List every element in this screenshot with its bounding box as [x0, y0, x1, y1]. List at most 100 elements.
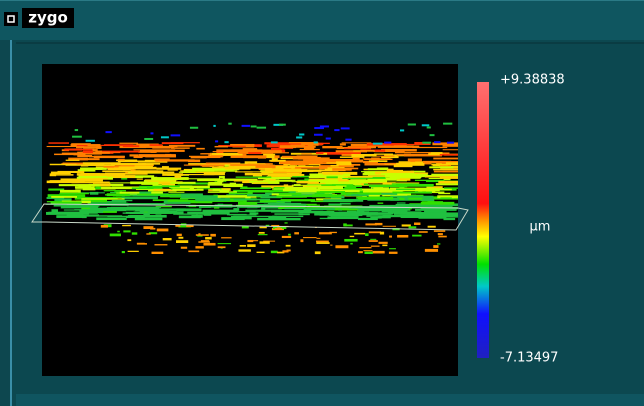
surface-streak [315, 251, 321, 254]
surface-streak [422, 142, 431, 144]
surface-streak [89, 199, 107, 202]
surface-streak [280, 145, 296, 148]
surface-streak [248, 152, 261, 154]
surface-streak [249, 181, 279, 183]
surface-streak [385, 175, 410, 178]
surface-streak [341, 127, 350, 129]
surface-streak [389, 248, 396, 249]
surface-streak [326, 176, 337, 178]
surface-streak [364, 252, 372, 254]
color-scale [477, 82, 489, 358]
surface-streak [214, 207, 219, 208]
surface-streak [440, 154, 458, 155]
surface-streak [369, 231, 381, 233]
surface-streak [198, 241, 210, 242]
surface-streak [431, 174, 458, 177]
surface-streak [111, 207, 139, 210]
surface-streak [340, 156, 364, 158]
surface-streak [233, 199, 270, 201]
surface-streak [54, 198, 71, 201]
surface-streak [230, 144, 254, 146]
surface-streak [395, 152, 431, 153]
surface-streak [350, 236, 355, 237]
surface-streak [415, 209, 457, 211]
surface-streak [138, 208, 160, 210]
surface-streak [298, 166, 305, 167]
surface-streak [373, 251, 385, 254]
surface-streak [152, 150, 184, 152]
surface-streak [48, 142, 69, 143]
surface-streak [354, 233, 365, 235]
surface-streak [223, 185, 242, 187]
surface-streak [83, 162, 121, 164]
surface-streak [365, 233, 368, 236]
surface-streak [135, 218, 163, 221]
surface-streak [231, 149, 262, 151]
surface-streak [419, 231, 428, 233]
surface-streak [156, 168, 181, 170]
surface-streak [132, 232, 137, 234]
surface-streak [56, 215, 84, 218]
surface-streak [132, 187, 150, 189]
surface-streak [302, 195, 338, 197]
surface-streak [213, 125, 215, 127]
surface-streak [86, 140, 95, 142]
surface-streak [344, 148, 371, 149]
surface-streak [119, 143, 138, 144]
panel-bottom [16, 394, 644, 406]
surface-streak [346, 195, 367, 196]
surface-streak [154, 244, 167, 245]
surface-streak [178, 237, 183, 239]
surface-streak [381, 173, 415, 175]
surface-streak [171, 134, 181, 136]
surface-streak [314, 141, 318, 143]
surface-streak [64, 212, 81, 214]
surface-streak [60, 190, 81, 193]
surface-streak [259, 227, 266, 229]
surface-streak [233, 208, 239, 211]
surface-streak [437, 243, 440, 244]
surface-streak [427, 126, 431, 128]
surface-streak [205, 237, 212, 239]
surface-streak [433, 169, 458, 171]
surface-streak [104, 190, 126, 191]
surface-streak [271, 141, 278, 143]
surface-streak [247, 194, 269, 196]
surface-streak [336, 161, 351, 163]
surface-streak [384, 142, 391, 144]
surface-streak [224, 141, 228, 143]
surface-streak [446, 162, 458, 165]
surface-streak [139, 186, 180, 187]
surface-streak [168, 192, 184, 193]
surface-streak [118, 159, 125, 161]
surface-streak [340, 203, 351, 205]
window-menu-button[interactable] [4, 12, 18, 26]
surface-streak [202, 153, 213, 154]
surface-streak [397, 202, 405, 203]
surface-streak [118, 160, 149, 162]
surface-streak [392, 192, 431, 194]
surface-streak [389, 252, 398, 254]
surface-streak [282, 236, 291, 238]
surface-streak [369, 160, 388, 162]
surface-streak [294, 167, 328, 169]
surface-streak [307, 205, 319, 206]
surface-streak [369, 240, 378, 242]
surface-streak [328, 203, 341, 205]
surface-streak [219, 190, 229, 193]
surface-streak [181, 247, 187, 249]
surface-streak [323, 172, 344, 175]
surface-streak [397, 235, 408, 238]
surface-streak [282, 156, 317, 158]
surface-streak [443, 123, 452, 125]
surface-streak [433, 245, 438, 248]
surface-streak [278, 177, 291, 179]
surface-streak [231, 216, 246, 218]
surface-streak [195, 198, 230, 201]
surface-streak [326, 138, 331, 140]
surface-streak [258, 234, 268, 235]
surface-streak [434, 171, 458, 173]
surface-streak [429, 166, 453, 168]
surface-streak [378, 242, 387, 244]
surface-streak [402, 224, 411, 226]
